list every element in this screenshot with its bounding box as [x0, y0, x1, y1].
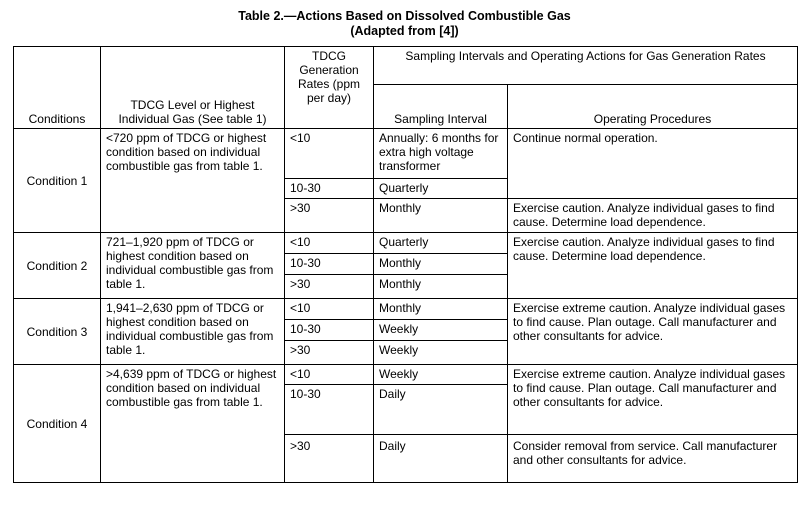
- condition-4-level: >4,639 ppm of TDCG or highest condition …: [100, 364, 285, 483]
- procedure-cell: Exercise caution. Analyze individual gas…: [506, 232, 799, 299]
- interval-cell: Monthly: [373, 253, 508, 275]
- header-tdcg-level: TDCG Level or Highest Individual Gas (Se…: [100, 46, 285, 129]
- condition-1-level: <720 ppm of TDCG or highest condition ba…: [100, 128, 285, 233]
- table-title: Table 2.—Actions Based on Dissolved Comb…: [238, 9, 571, 23]
- header-operating-procedures: Operating Procedures: [506, 84, 799, 129]
- rate-cell: <10: [284, 298, 374, 320]
- interval-cell: Monthly: [373, 274, 508, 299]
- procedure-cell: Consider removal from service. Call manu…: [506, 434, 799, 483]
- rate-cell: <10: [284, 128, 374, 179]
- rate-cell: 10-30: [284, 319, 374, 341]
- rate-cell: <10: [284, 364, 374, 385]
- interval-cell: Daily: [373, 434, 508, 483]
- header-sampling-group: Sampling Intervals and Operating Actions…: [372, 46, 799, 85]
- interval-cell: Quarterly: [373, 232, 508, 254]
- gas-actions-table: Conditions TDCG Level or Highest Individ…: [13, 46, 799, 483]
- rate-cell: 10-30: [284, 178, 374, 199]
- rate-cell: 10-30: [284, 384, 374, 435]
- procedure-cell: Continue normal operation.: [506, 128, 799, 199]
- rate-cell: 10-30: [284, 253, 374, 275]
- condition-3-level: 1,941–2,630 ppm of TDCG or highest condi…: [100, 298, 285, 365]
- interval-cell: Weekly: [373, 340, 508, 365]
- header-sampling-interval: Sampling Interval: [373, 84, 508, 129]
- rate-cell: <10: [284, 232, 374, 254]
- procedure-cell: Exercise extreme caution. Analyze indivi…: [506, 298, 799, 365]
- interval-cell: Weekly: [373, 319, 508, 341]
- condition-2-level: 721–1,920 ppm of TDCG or highest conditi…: [100, 232, 285, 299]
- interval-cell: Monthly: [373, 298, 508, 320]
- procedure-cell: Exercise caution. Analyze individual gas…: [506, 198, 799, 233]
- condition-2-label: Condition 2: [13, 232, 101, 299]
- interval-cell: Monthly: [373, 198, 508, 233]
- rate-cell: >30: [284, 274, 374, 299]
- rate-cell: >30: [284, 198, 374, 233]
- interval-cell: Weekly: [373, 364, 508, 385]
- interval-cell: Quarterly: [373, 178, 508, 199]
- condition-3-label: Condition 3: [13, 298, 101, 365]
- condition-1-label: Condition 1: [13, 128, 101, 233]
- interval-cell: Annually: 6 months for extra high voltag…: [373, 128, 508, 179]
- header-conditions: Conditions: [13, 46, 101, 129]
- interval-cell: Daily: [373, 384, 508, 435]
- rate-cell: >30: [284, 434, 374, 483]
- rate-cell: >30: [284, 340, 374, 365]
- condition-4-label: Condition 4: [13, 364, 101, 483]
- procedure-cell: Exercise extreme caution. Analyze indivi…: [506, 364, 799, 435]
- header-generation-rates: TDCG Generation Rates (ppm per day): [284, 46, 374, 129]
- table-subtitle: (Adapted from [4]): [350, 24, 459, 38]
